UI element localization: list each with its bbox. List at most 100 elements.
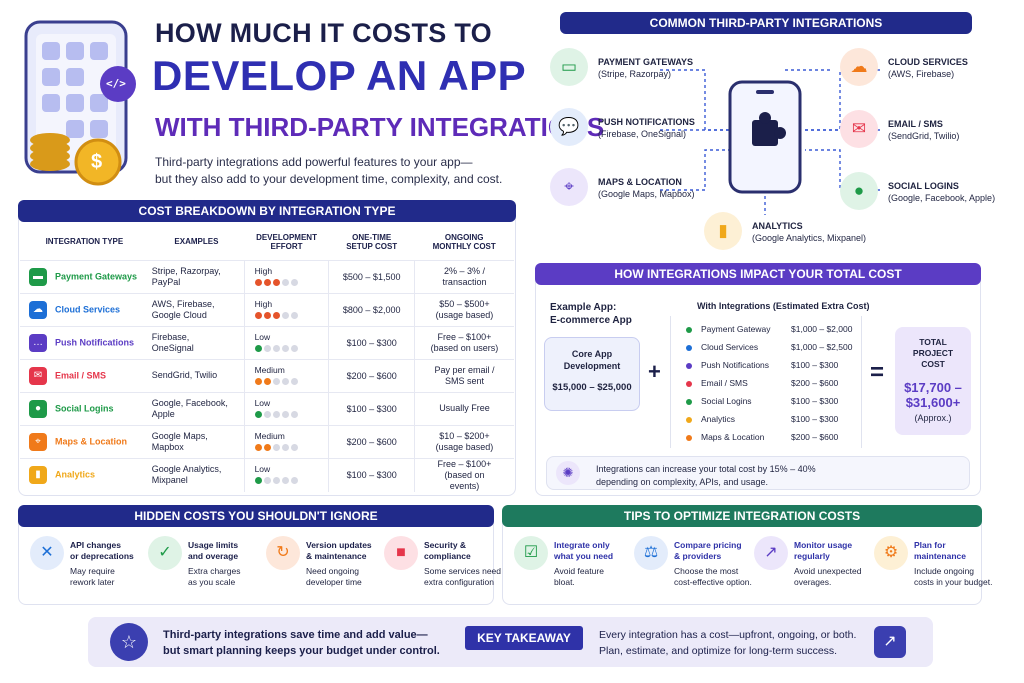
takeaway-left-line-2: but smart planning keeps your budget und… <box>163 645 440 657</box>
table-row: … Push Notifications Firebase, OneSignal Lo… <box>20 325 514 359</box>
effort-dot <box>290 377 298 385</box>
col-monthly-cost: ONGOING MONTHLY COST <box>432 232 496 251</box>
cell-setup-cost: $800 – $2,000 <box>328 292 415 326</box>
card-title-1: Usage limits <box>188 540 239 550</box>
impact-item-name: Payment Gateway <box>701 324 771 334</box>
table-row: ▮ Analytics Google Analytics, Mixpanel Low $… <box>20 457 514 492</box>
integration-title: EMAIL / SMS <box>888 119 943 129</box>
effort-dot <box>281 477 289 484</box>
impact-item-cost: $200 – $600 <box>791 378 839 388</box>
total-cost-line-1: $17,700 – <box>904 380 962 395</box>
table-row: ▬ Payment Gateways Stripe, Razorpay, PayPa… <box>20 259 514 293</box>
card-title-1: Compare pricing <box>674 540 742 550</box>
card-title-1: API changes <box>70 540 122 550</box>
location-pin-icon: ⌖ <box>550 168 588 206</box>
intro-line-2: but they also add to your development ti… <box>155 172 503 186</box>
integration-name: Analytics <box>55 469 96 480</box>
cell-type: ▮ Analytics <box>20 457 149 492</box>
card-title-1: Integrate only <box>554 540 610 550</box>
core-app-box: Core App Development $15,000 – $25,000 <box>544 337 640 411</box>
card-title-2: regularly <box>794 551 830 561</box>
integration-title: ANALYTICS <box>752 221 803 231</box>
card-title-2: compliance <box>424 551 471 561</box>
card-sub-1: Need ongoing <box>306 566 359 576</box>
effort-dots <box>254 443 326 453</box>
integration-sub: (Google Analytics, Mixpanel) <box>752 233 867 243</box>
integration-name: Email / SMS <box>55 369 107 380</box>
effort-dot <box>290 344 298 352</box>
card-sub-2: bloat. <box>554 577 575 587</box>
col-examples: EXAMPLES <box>174 237 219 247</box>
effort-dot <box>272 278 280 286</box>
impact-item: Social Logins $100 – $300 <box>686 396 856 406</box>
tips-header: TIPS TO OPTIMIZE INTEGRATION COSTS <box>502 505 982 527</box>
phone-coins-illustration <box>24 20 136 186</box>
cloud-icon: ☁ <box>840 48 878 86</box>
takeaway-left-text: Third-party integrations save time and a… <box>163 627 440 659</box>
bar-chart-icon: ▮ <box>704 212 742 250</box>
cell-effort: High <box>243 292 329 326</box>
cell-setup-cost: $100 – $300 <box>328 391 415 425</box>
effort-dots <box>254 278 326 288</box>
integration-sub: (AWS, Firebase) <box>888 69 955 79</box>
effort-dot <box>263 344 271 352</box>
card-sub-1: Avoid unexpected <box>794 566 862 576</box>
tips-text: Integrate only what you need Avoid feature… <box>554 540 613 588</box>
impact-item-name: Analytics <box>701 414 736 424</box>
integration-name: Push Notifications <box>55 336 135 347</box>
card-title-2: & maintenance <box>306 551 367 561</box>
effort-dot <box>263 278 271 286</box>
cell-type: ✉ Email / SMS <box>20 358 149 392</box>
effort-label: Low <box>254 464 271 474</box>
effort-label: Low <box>254 331 271 342</box>
total-cost-line-2: $31,600+ <box>905 395 961 410</box>
intro-line-1: Third-party integrations add powerful fe… <box>155 155 473 169</box>
effort-label: Low <box>254 397 271 408</box>
impact-item-cost: $100 – $300 <box>791 360 839 370</box>
example-app-label: Example App: E-commerce App <box>550 301 632 327</box>
integration-sub: (Google Maps, Mapbox) <box>598 189 695 199</box>
impact-item-name: Social Logins <box>701 396 752 406</box>
integration-sub: (SendGrid, Twilio) <box>888 131 960 141</box>
card-sub-1: Extra charges <box>188 566 241 576</box>
effort-dot <box>254 477 262 484</box>
effort-dot <box>281 410 289 418</box>
impact-item-cost: $200 – $600 <box>791 432 839 442</box>
cell-type: ● Social Logins <box>20 391 149 425</box>
with-integrations-label: With Integrations (Estimated Extra Cost) <box>697 301 870 311</box>
dollar-coin-icon: $ <box>91 151 103 173</box>
hero-illustration: </> $ <box>18 14 148 189</box>
impact-item: Email / SMS $200 – $600 <box>686 378 856 388</box>
cell-type: ☁ Cloud Services <box>20 292 149 326</box>
integration-sub: (Google, Facebook, Apple) <box>888 193 996 203</box>
equals-sign: = <box>870 359 885 386</box>
title-line-3: WITH THIRD-PARTY INTEGRATIONS <box>155 112 605 142</box>
cell-monthly-cost: Free – $100+ (based on users) <box>413 325 514 359</box>
integration-title: MAPS & LOCATION <box>598 177 682 187</box>
cost-breakdown-header: COST BREAKDOWN BY INTEGRATION TYPE <box>18 200 516 222</box>
bullet-dot <box>686 434 692 441</box>
effort-dot <box>254 410 262 418</box>
effort-dots <box>254 344 326 354</box>
effort-label: Medium <box>254 430 285 441</box>
integration-name: Social Logins <box>55 402 114 413</box>
takeaway-right-line-2: Plan, estimate, and optimize for long-te… <box>599 645 838 657</box>
impact-item-cost: $1,000 – $2,000 <box>791 324 853 334</box>
integration-label: PUSH NOTIFICATIONS (Firebase, OneSignal) <box>598 116 695 140</box>
extra-cost-list <box>670 316 862 448</box>
effort-dot <box>290 443 298 451</box>
bullet-dot <box>686 362 692 369</box>
card-title-1: Security & <box>424 540 467 550</box>
effort-dot <box>281 344 289 352</box>
plus-sign: + <box>648 359 661 384</box>
bar-chart-icon: ▮ <box>29 466 47 484</box>
takeaway-right-line-1: Every integration has a cost—upfront, on… <box>599 629 857 641</box>
cell-setup-cost: $200 – $600 <box>328 358 415 392</box>
effort-dot <box>272 344 280 352</box>
effort-dot <box>254 311 262 319</box>
table-row: ⌖ Maps & Location Google Maps, Mapbox Mediu… <box>20 424 514 458</box>
cell-type: … Push Notifications <box>20 325 149 359</box>
credit-card-icon: ▭ <box>550 48 588 86</box>
effort-dot <box>281 377 289 385</box>
card-sub-2: developer time <box>306 577 362 587</box>
